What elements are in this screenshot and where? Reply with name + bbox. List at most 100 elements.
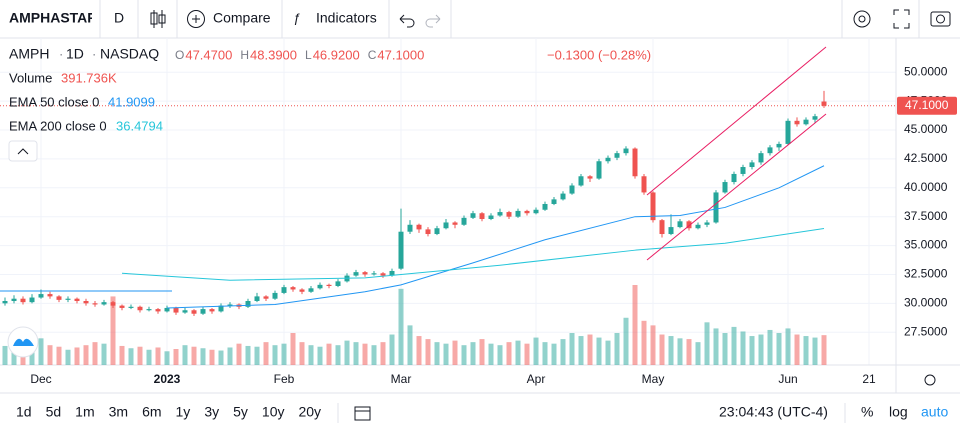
ema-lines (121, 165, 825, 309)
range-button[interactable]: 1d (16, 404, 32, 420)
channel-line[interactable] (646, 46, 827, 196)
log-toggle[interactable]: log (889, 404, 908, 420)
axis-settings-button[interactable] (924, 374, 936, 386)
candle-body (749, 162, 755, 168)
range-button[interactable]: 1y (176, 404, 191, 420)
volume-bar (632, 285, 638, 365)
candle-body (578, 176, 584, 186)
volume-bar (767, 329, 773, 365)
volume-bar (794, 334, 800, 365)
clock: 23:04:43 (UTC-4) (719, 404, 828, 420)
candle-body (479, 213, 485, 219)
candle-body (92, 303, 98, 305)
legend-ohlc-key: C (368, 48, 377, 62)
volume-bar (623, 317, 629, 365)
undo-button[interactable] (399, 14, 415, 28)
volume-bar (236, 343, 242, 365)
candle-body (308, 288, 314, 292)
volume-bar (65, 349, 71, 365)
percent-toggle[interactable]: % (861, 404, 873, 420)
date-range-button[interactable] (354, 406, 371, 421)
channel-line[interactable] (646, 113, 827, 261)
volume-bar (344, 340, 350, 365)
candle-body (461, 217, 467, 225)
candle-body (812, 116, 818, 120)
legend: AMPH 1D NASDAQ Volume 391.736K EMA 50 cl… (8, 46, 651, 162)
snapshot-button[interactable] (930, 11, 951, 27)
legend-collapse-button[interactable] (8, 140, 38, 162)
toolbar (0, 0, 960, 38)
y-tick-label: 27.5000 (904, 324, 948, 338)
interval-button[interactable]: D (114, 10, 124, 26)
compare-icon[interactable] (187, 10, 205, 28)
volume-bar (155, 347, 161, 365)
volume-bar (101, 343, 107, 365)
volume-bar (56, 346, 62, 365)
y-tick-label: 35.0000 (904, 238, 948, 252)
volume-bar (2, 345, 8, 365)
settings-button[interactable] (853, 10, 871, 28)
volume-bar (182, 345, 188, 365)
candle-body (686, 221, 692, 229)
volume-bar (506, 342, 512, 365)
separator: · (92, 46, 96, 61)
volume-bar (389, 334, 395, 365)
candle-body (704, 222, 710, 225)
volume-bar (380, 342, 386, 365)
candle-body (596, 161, 602, 179)
bottom-bar: 23:04:43 (UTC-4) % log auto 1d 5d 1m 3m 6m 1y… (16, 403, 948, 423)
range-button[interactable]: 3m (109, 404, 128, 420)
candle-body (803, 119, 809, 125)
volume-bar (245, 345, 251, 365)
volume-bar (434, 342, 440, 365)
range-button[interactable]: 1m (75, 404, 94, 420)
volume-bar (515, 340, 521, 365)
volume-bar (722, 333, 728, 365)
y-tick-label: 30.0000 (904, 295, 948, 309)
candle-body (254, 296, 260, 302)
auto-toggle[interactable]: auto (921, 404, 948, 420)
range-button[interactable]: 5y (233, 404, 248, 420)
candle-body (452, 222, 458, 225)
volume-bar (569, 333, 575, 365)
candle-body (20, 298, 26, 303)
volume-bar (758, 334, 764, 365)
range-button[interactable]: 6m (142, 404, 161, 420)
volume-bar (560, 339, 566, 365)
candle-body (290, 287, 296, 290)
volume-bar (587, 334, 593, 365)
range-button[interactable]: 10y (262, 404, 285, 420)
candle-body (416, 224, 422, 230)
axes: 50.000047.500045.000042.500040.000037.50… (0, 64, 957, 386)
legend-ohlc-value: 47.1000 (377, 47, 424, 62)
candle-body (326, 284, 332, 286)
volume-bar (209, 349, 215, 365)
volume-bar (425, 339, 431, 365)
legend-ohlc-value: 46.9200 (313, 47, 360, 62)
x-tick-label: Dec (30, 372, 51, 386)
range-button[interactable]: 3y (204, 404, 219, 420)
volume-bar (398, 288, 404, 365)
volume-bar (740, 331, 746, 365)
candle-body (605, 157, 611, 162)
volume-bar (470, 342, 476, 365)
volume-bar (677, 338, 683, 365)
ema-line (121, 227, 825, 281)
volume-bar (38, 338, 44, 365)
volume-bars (2, 285, 827, 365)
fullscreen-button[interactable] (893, 9, 910, 29)
chart-style-button[interactable] (150, 10, 166, 28)
candle-body (398, 231, 404, 269)
candle-body (38, 294, 44, 298)
range-button[interactable]: 5d (46, 404, 62, 420)
symbol-search[interactable]: AMPHASTAR (9, 10, 97, 26)
range-button[interactable]: 20y (298, 404, 321, 420)
candle-body (569, 185, 575, 194)
volume-bar (686, 339, 692, 365)
indicators-button[interactable]: Indicators (316, 10, 377, 26)
compare-button[interactable]: Compare (213, 10, 271, 26)
indicators-icon[interactable]: ƒ (293, 10, 300, 25)
redo-button[interactable] (425, 14, 441, 28)
candle-body (722, 182, 728, 193)
